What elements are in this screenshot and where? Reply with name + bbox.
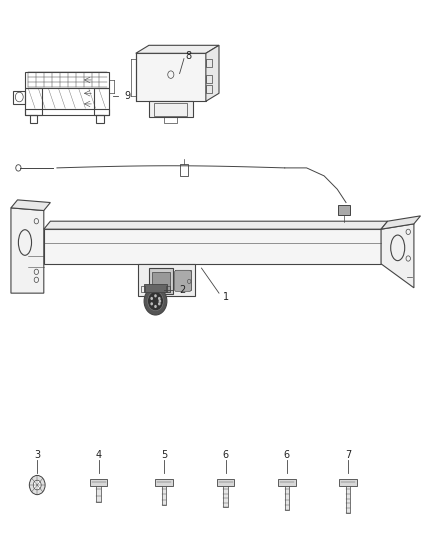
Circle shape bbox=[150, 302, 153, 305]
Polygon shape bbox=[11, 208, 44, 293]
Polygon shape bbox=[138, 264, 195, 296]
Text: 7: 7 bbox=[345, 450, 351, 459]
Bar bbox=[175, 270, 191, 290]
FancyBboxPatch shape bbox=[174, 270, 191, 292]
Circle shape bbox=[158, 297, 161, 300]
Circle shape bbox=[154, 305, 157, 308]
Text: 2: 2 bbox=[180, 286, 186, 295]
Bar bbox=[162, 486, 166, 505]
Bar bbox=[166, 286, 170, 292]
Bar bbox=[90, 479, 107, 486]
Polygon shape bbox=[136, 45, 219, 53]
Text: 8: 8 bbox=[185, 51, 191, 61]
Bar bbox=[144, 284, 167, 292]
Circle shape bbox=[158, 302, 161, 305]
Circle shape bbox=[144, 287, 167, 315]
Bar bbox=[339, 479, 357, 486]
Circle shape bbox=[33, 480, 41, 490]
Polygon shape bbox=[11, 200, 50, 211]
Polygon shape bbox=[206, 45, 219, 101]
Bar bbox=[278, 479, 296, 486]
Polygon shape bbox=[381, 216, 420, 229]
Bar bbox=[141, 286, 145, 292]
Circle shape bbox=[29, 475, 45, 495]
Text: 6: 6 bbox=[284, 450, 290, 459]
Polygon shape bbox=[381, 224, 414, 288]
Bar bbox=[149, 268, 173, 294]
Bar bbox=[346, 486, 350, 513]
Bar bbox=[155, 479, 173, 486]
Circle shape bbox=[148, 292, 163, 311]
Text: 3: 3 bbox=[34, 450, 40, 459]
Polygon shape bbox=[149, 101, 193, 117]
Bar bbox=[152, 272, 170, 292]
Bar bbox=[338, 205, 350, 215]
Polygon shape bbox=[44, 221, 388, 229]
Bar bbox=[285, 486, 289, 510]
Polygon shape bbox=[136, 53, 206, 101]
Polygon shape bbox=[44, 229, 381, 264]
Bar bbox=[217, 479, 234, 486]
Text: 4: 4 bbox=[95, 450, 102, 459]
Text: 6: 6 bbox=[223, 450, 229, 459]
Bar bbox=[180, 164, 188, 176]
Circle shape bbox=[154, 294, 157, 297]
Bar bbox=[223, 486, 228, 507]
Text: 5: 5 bbox=[161, 450, 167, 459]
Circle shape bbox=[150, 297, 153, 300]
Text: 9: 9 bbox=[124, 91, 130, 101]
Bar bbox=[96, 486, 101, 502]
Text: 1: 1 bbox=[223, 292, 229, 302]
Circle shape bbox=[159, 300, 161, 303]
